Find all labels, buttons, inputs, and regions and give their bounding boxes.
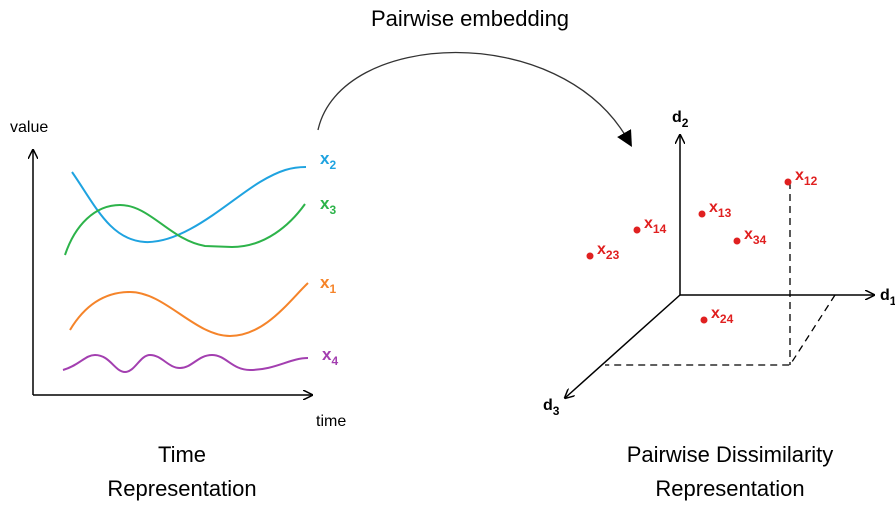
axis-label: d1 bbox=[880, 287, 895, 308]
point-label-base: x bbox=[795, 167, 804, 184]
axis-label-base: d bbox=[543, 397, 553, 414]
series-curve bbox=[69, 282, 309, 338]
series-label-sub: 2 bbox=[329, 158, 336, 172]
point bbox=[633, 226, 641, 234]
projection-lines bbox=[605, 182, 836, 366]
point-label: x24 bbox=[711, 305, 734, 326]
point-label: x34 bbox=[744, 226, 767, 247]
caption: Pairwise Dissimilarity bbox=[627, 442, 834, 467]
series-label-base: x bbox=[320, 273, 330, 292]
axis-label: d2 bbox=[672, 109, 689, 130]
point-label: x14 bbox=[644, 215, 667, 236]
point-label: x13 bbox=[709, 199, 732, 220]
series-curve bbox=[62, 353, 309, 374]
axis-label-sub: 1 bbox=[890, 294, 895, 308]
series-label: x4 bbox=[322, 345, 338, 368]
embedding-arrow bbox=[317, 51, 632, 147]
series-label: x3 bbox=[320, 194, 336, 217]
point bbox=[700, 316, 708, 324]
point-label-sub: 24 bbox=[720, 312, 734, 326]
point-label-base: x bbox=[709, 199, 718, 216]
axis-label-sub: 2 bbox=[682, 116, 689, 130]
point-label-base: x bbox=[744, 226, 753, 243]
caption: Time bbox=[158, 442, 206, 467]
caption: Representation bbox=[107, 476, 256, 501]
point bbox=[698, 210, 706, 218]
y-axis-label: value bbox=[10, 119, 48, 136]
series-label-sub: 1 bbox=[329, 282, 336, 296]
point-label-sub: 14 bbox=[653, 222, 667, 236]
point bbox=[733, 237, 741, 245]
series-curve bbox=[64, 203, 306, 256]
point-label: x23 bbox=[597, 241, 620, 262]
x-axis-label: time bbox=[316, 413, 346, 430]
series-label-sub: 4 bbox=[331, 354, 338, 368]
series-label-sub: 3 bbox=[329, 203, 336, 217]
point-label: x12 bbox=[795, 167, 818, 188]
axis-label: d3 bbox=[543, 397, 560, 418]
point-label-sub: 23 bbox=[606, 248, 620, 262]
series-label-base: x bbox=[322, 345, 332, 364]
caption: Representation bbox=[655, 476, 804, 501]
series-label-base: x bbox=[320, 194, 330, 213]
axis-label-sub: 3 bbox=[553, 404, 560, 418]
series-label: x2 bbox=[320, 149, 336, 172]
d3-axis bbox=[565, 294, 681, 398]
point-label-base: x bbox=[597, 241, 606, 258]
point-label-sub: 13 bbox=[718, 206, 732, 220]
point bbox=[784, 178, 792, 186]
axis-label-base: d bbox=[672, 109, 682, 126]
point bbox=[586, 252, 594, 260]
point-label-sub: 34 bbox=[753, 233, 767, 247]
title: Pairwise embedding bbox=[371, 6, 569, 31]
series-label-base: x bbox=[320, 149, 330, 168]
axis-label-base: d bbox=[880, 287, 890, 304]
point-label-base: x bbox=[711, 305, 720, 322]
point-label-base: x bbox=[644, 215, 653, 232]
point-label-sub: 12 bbox=[804, 174, 818, 188]
series-curve bbox=[71, 166, 307, 244]
series-label: x1 bbox=[320, 273, 336, 296]
